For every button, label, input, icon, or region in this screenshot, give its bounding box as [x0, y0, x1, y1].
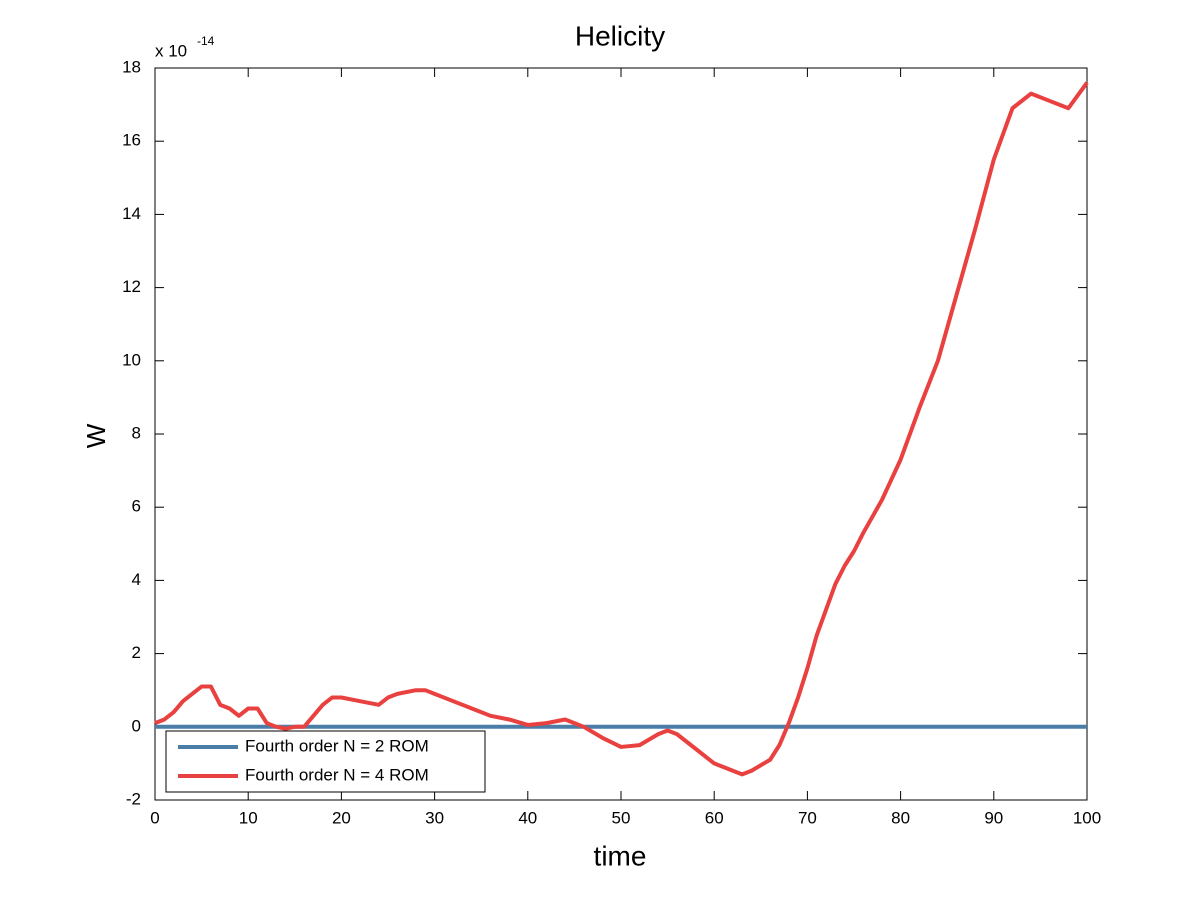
y-exponent-power: -14: [197, 34, 215, 48]
y-tick-label: 18: [122, 57, 141, 76]
y-axis-label: W: [81, 423, 111, 448]
legend-label: Fourth order N = 2 ROM: [245, 736, 429, 755]
x-tick-label: 10: [239, 808, 258, 827]
x-tick-label: 50: [612, 808, 631, 827]
x-tick-label: 20: [332, 808, 351, 827]
x-tick-label: 100: [1073, 808, 1101, 827]
y-tick-label: -2: [126, 789, 141, 808]
x-tick-label: 60: [705, 808, 724, 827]
legend-box: [165, 730, 486, 793]
x-tick-label: 70: [798, 808, 817, 827]
x-tick-label: 30: [425, 808, 444, 827]
y-tick-label: 0: [132, 716, 141, 735]
x-tick-label: 90: [984, 808, 1003, 827]
y-tick-label: 2: [132, 643, 141, 662]
y-tick-label: 10: [122, 350, 141, 369]
y-tick-label: 12: [122, 277, 141, 296]
y-tick-label: 6: [132, 497, 141, 516]
y-tick-label: 16: [122, 131, 141, 150]
data-line: [154, 81, 1089, 777]
plot-area: [154, 67, 1088, 801]
y-tick-label: 14: [122, 204, 141, 223]
x-tick-label: 0: [150, 808, 159, 827]
x-axis-label: time: [594, 840, 647, 871]
y-exponent-base: x 10: [155, 41, 187, 60]
legend: Fourth order N = 2 ROM Fourth order N = 4…: [165, 730, 486, 793]
y-tick-label: 8: [132, 423, 141, 442]
x-tick-label: 80: [891, 808, 910, 827]
y-tick-label: 4: [132, 570, 141, 589]
chart-title: Helicity: [575, 20, 665, 51]
x-tick-label: 40: [518, 808, 537, 827]
legend-label: Fourth order N = 4 ROM: [245, 765, 429, 784]
